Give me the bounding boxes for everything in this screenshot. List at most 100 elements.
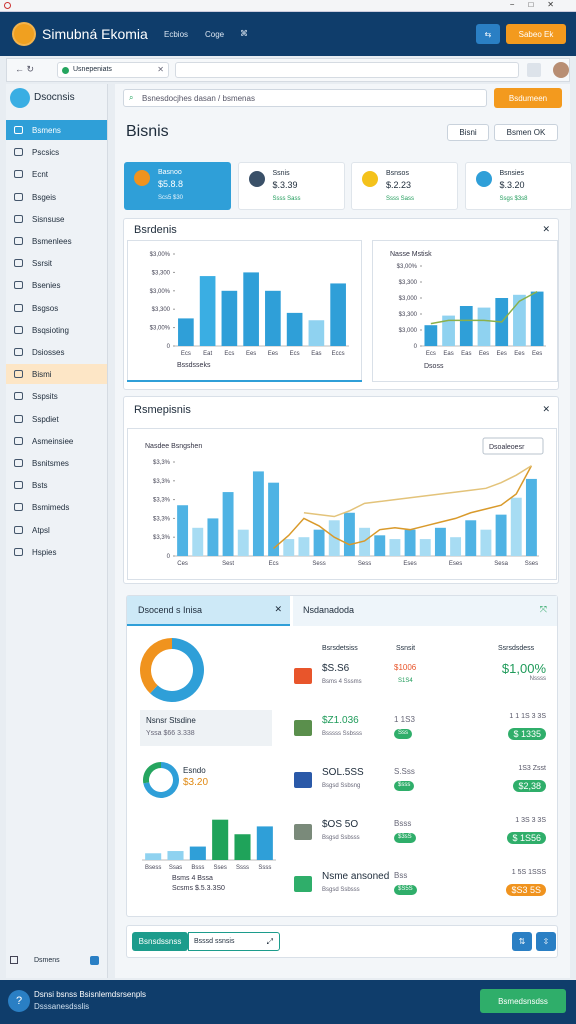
panel-close[interactable]: ✕ [542,404,550,414]
bar [177,505,189,556]
sidebar-item[interactable]: Ssrsit [6,253,107,273]
nav-icon[interactable]: ⌘ [240,29,248,38]
x-tick-label: Eses [403,561,416,567]
bottom-input[interactable]: Bsssd ssnsis ⤢ [188,932,280,951]
bottom-tab[interactable]: Bsnsdssnss [132,932,188,951]
row-name: Nsme ansoned [322,871,390,882]
row-note[interactable]: $S3 5S [506,884,546,896]
bar [178,318,194,346]
row-mid: Bsss [394,819,412,828]
sidebar-item[interactable]: Dsiosses [6,342,107,362]
row-right: $1,00% [501,661,546,676]
sidebar-item[interactable]: Sisnsuse [6,209,107,229]
header-icon-button[interactable]: ⇆ [476,24,500,44]
sidebar-item[interactable]: Bsgsos [6,298,107,318]
browser-bar: ← ↻ Usnepeniats ✕ [6,58,570,82]
kpi-card[interactable]: Ssnis $.3.39 Ssss Sass [237,162,345,210]
search-button[interactable]: Bsdumeen [494,88,562,108]
bar [513,294,526,346]
row-note[interactable]: $ 1S56 [507,832,546,844]
sidebar-icon [14,148,23,157]
sidebar-item[interactable]: Sspsits [6,386,107,406]
page-button[interactable]: Bisni [447,124,489,141]
nav-link[interactable]: Ecbios [164,30,189,39]
sidebar-label: Ssrsit [32,259,52,269]
kpi-label: Basnoo [158,169,182,176]
x-tick-label: Ces [177,561,188,567]
bar [212,819,229,860]
sidebar-item[interactable]: Bsmenlees [6,231,107,251]
sidebar-icon [14,192,23,201]
kpi-card[interactable]: Bsnsos $.2.23 Ssss Sass [351,162,458,210]
sidebar-footer[interactable]: Dsmens [34,957,60,964]
y-tick-label: 0 [414,344,418,350]
bottom-button[interactable]: ⇅ [512,932,532,951]
sidebar-icon [14,525,23,534]
sidebar-item[interactable]: Bsgeis [6,187,107,207]
footer-button[interactable] [90,956,99,965]
nav-link[interactable]: Coge [205,30,225,39]
x-tick-label: Ecs [426,351,436,357]
sidebar-icon [14,214,23,223]
sidebar-item[interactable]: Asmeinsiee [6,431,107,451]
row-badge: $sss [394,781,415,791]
app-logo [12,22,36,46]
x-tick-label: Ees [246,351,256,357]
row-note[interactable]: $ 1335 [508,728,546,740]
sidebar-icon [14,348,23,356]
y-tick-label: $3,300 [399,312,418,318]
row-note[interactable]: $2,38 [513,780,546,792]
tab[interactable]: Nsdanadoda ⤧ [293,596,557,626]
kpi-card[interactable]: Basnoo $5.8.8 Scs5 $30 [124,162,231,210]
bottom-button[interactable]: ⇳ [536,932,556,951]
donut-chart [143,762,179,798]
app-name: Simubná Ekomia [42,26,148,42]
sidebar-item[interactable]: Bsmimeds [6,497,107,517]
brand-icon [10,88,30,108]
browser-button[interactable] [527,63,541,77]
header-action-button[interactable]: Sabeo Ek [506,24,566,44]
tab-close[interactable]: ✕ [274,604,282,614]
stat-card: Nsnsr Stsdine Yssa $66 3.338 [140,710,272,746]
sidebar-item[interactable]: Bsnitsmes [6,453,107,473]
small-value: $3.20 [183,777,209,788]
window-controls[interactable]: −□✕ [509,0,568,9]
tab-close[interactable]: ✕ [157,65,164,74]
sidebar-item[interactable]: Bismi [6,364,107,385]
sidebar-item[interactable]: Sspdiet [6,409,107,429]
search-box[interactable]: ⌕ Bsnesdocjhes dasan / bsmenas [123,89,487,107]
sidebar-item[interactable]: Ecnt [6,164,107,184]
browser-nav[interactable]: ← ↻ [15,64,35,74]
page-button[interactable]: Bsmen OK [494,124,558,141]
browser-tab[interactable]: Usnepeniats ✕ [57,62,169,78]
x-tick-label: Bsss [191,865,204,871]
sidebar-item[interactable]: Bsqsioting [6,320,107,340]
bar [359,527,371,556]
tab-icon[interactable]: ⤧ [539,604,547,614]
x-tick-label: Sses [213,865,226,871]
bar [480,529,492,556]
kpi-card[interactable]: Bsnsies $.3.20 Ssgs $3s8 [464,162,572,210]
help-icon[interactable]: ? [8,990,30,1012]
sidebar-item[interactable]: Hspies [6,542,107,562]
address-bar[interactable] [175,62,519,78]
bar [145,853,162,860]
panel [126,595,558,917]
sidebar-item[interactable]: Bsts [6,475,107,495]
dropdown[interactable]: Dsoaleoesr [482,437,544,455]
row-name: $OS 5O [322,819,359,830]
bar [221,290,238,346]
avatar[interactable] [553,62,569,78]
bar [265,290,281,346]
sidebar-item[interactable]: Atpsl [6,520,107,540]
footer-button[interactable]: Bsmedsnsdss [480,989,566,1013]
y-tick-label: $3,00% [150,326,171,332]
panel-close[interactable]: ✕ [542,224,550,234]
x-tick-label: Sess [358,561,371,567]
bar [330,283,346,346]
row-mid: 1 1S3 [394,715,415,724]
sidebar-item[interactable]: Bsenies [6,275,107,295]
sidebar-item[interactable]: Bsmens [6,120,107,140]
tab[interactable]: Dsocend s Inisa ✕ [127,596,290,626]
sidebar-item[interactable]: Pscsics [6,142,107,162]
